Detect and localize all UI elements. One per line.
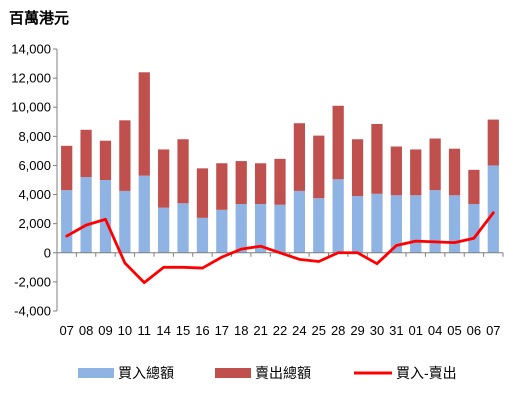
x-tick-label: 09 — [98, 323, 112, 338]
bar-buy-total — [196, 217, 209, 253]
x-tick-label: 28 — [331, 323, 345, 338]
x-tick-label: 22 — [273, 323, 287, 338]
bar-buy-total — [61, 190, 73, 253]
legend-swatch-buy — [78, 368, 114, 378]
bar-buy-total — [119, 190, 131, 253]
y-tick-label: 0 — [44, 245, 51, 260]
bar-sell-total — [487, 119, 499, 166]
y-tick-label: 4,000 — [18, 187, 51, 202]
x-tick-label: 04 — [428, 323, 442, 338]
legend: 買入總額 賣出總額 買入-賣出 — [78, 365, 457, 381]
x-tick-label: 07 — [59, 323, 73, 338]
bar-buy-total — [332, 179, 344, 253]
bar-buy-total — [274, 204, 286, 253]
x-tick-label: 15 — [176, 323, 190, 338]
x-tick-label: 07 — [486, 323, 500, 338]
y-tick-label: 2,000 — [18, 216, 51, 231]
bar-sell-total — [351, 139, 364, 197]
x-tick-label: 08 — [79, 323, 93, 338]
bar-buy-total — [487, 165, 499, 253]
x-tick-label: 16 — [195, 323, 209, 338]
x-tick-label: 29 — [350, 323, 364, 338]
bar-buy-total — [410, 195, 422, 253]
x-tick-label: 24 — [292, 323, 306, 338]
bar-sell-total — [448, 148, 461, 196]
bar-sell-total — [235, 161, 247, 205]
bar-sell-total — [138, 72, 150, 176]
bar-buy-total — [371, 193, 383, 253]
legend-label-buy: 買入總額 — [118, 365, 174, 381]
bar-sell-total — [410, 149, 422, 196]
bar-sell-total — [119, 120, 131, 191]
x-tick-label: 21 — [253, 323, 267, 338]
bar-sell-total — [429, 138, 441, 191]
bar-buy-total — [99, 180, 112, 253]
bar-buy-total — [293, 190, 306, 253]
x-tick-label: 14 — [156, 323, 170, 338]
bar-sell-total — [293, 123, 306, 191]
bar-sell-total — [332, 105, 344, 180]
y-tick-label: -2,000 — [14, 274, 51, 289]
x-tick-label: 11 — [138, 323, 152, 338]
bar-sell-total — [216, 163, 228, 210]
x-tick-label: 10 — [118, 323, 132, 338]
bar-buy-total — [254, 204, 267, 253]
bar-buy-total — [158, 207, 170, 253]
x-tick-label: 18 — [234, 323, 248, 338]
bar-buy-total — [390, 195, 402, 253]
bar-buy-total — [177, 203, 189, 253]
legend-swatch-sell — [215, 368, 251, 378]
bar-buy-total — [313, 198, 325, 253]
bar-sell-total — [313, 135, 325, 199]
bar-sell-total — [177, 139, 189, 204]
bar-sell-total — [274, 158, 286, 205]
bar-sell-total — [254, 163, 267, 205]
y-tick-label: 6,000 — [18, 158, 51, 173]
bar-sell-total — [80, 129, 92, 178]
bar-buy-total — [429, 190, 441, 253]
bar-sell-total — [99, 140, 112, 180]
bar-buy-total — [351, 196, 364, 253]
unit-label: 百萬港元 — [9, 9, 69, 27]
bars-layer — [61, 72, 499, 253]
bar-sell-total — [371, 123, 383, 194]
x-tick-label: 31 — [389, 323, 403, 338]
y-tick-label: -4,000 — [14, 304, 51, 319]
x-tick-label: 30 — [370, 323, 384, 338]
x-tick-label: 01 — [409, 323, 423, 338]
bar-buy-total — [138, 175, 150, 253]
x-tick-label: 17 — [215, 323, 229, 338]
y-tick-label: 14,000 — [11, 42, 51, 57]
x-tick-label: 25 — [312, 323, 326, 338]
legend-label-sell: 賣出總額 — [255, 365, 311, 381]
legend-label-net: 買入-賣出 — [396, 365, 457, 381]
bar-buy-total — [235, 204, 247, 253]
y-tick-label: 12,000 — [11, 71, 51, 86]
bar-sell-total — [196, 168, 209, 218]
bar-buy-total — [468, 204, 480, 253]
x-tick-label: 05 — [447, 323, 461, 338]
x-tick-label: 06 — [467, 323, 481, 338]
bar-buy-total — [216, 209, 228, 253]
bar-buy-total — [80, 177, 92, 253]
line-layer — [65, 211, 495, 285]
bar-sell-total — [468, 169, 480, 205]
axis-layer: -4,000 -2,000 0 2,000 4,000 6,000 8,000 10,000 1… — [11, 42, 504, 338]
bar-buy-total — [448, 195, 461, 253]
y-tick-label: 10,000 — [11, 100, 51, 115]
bar-sell-total — [61, 145, 73, 191]
bar-sell-total — [390, 146, 402, 196]
y-tick-label: 8,000 — [18, 129, 51, 144]
bar-sell-total — [158, 149, 170, 208]
